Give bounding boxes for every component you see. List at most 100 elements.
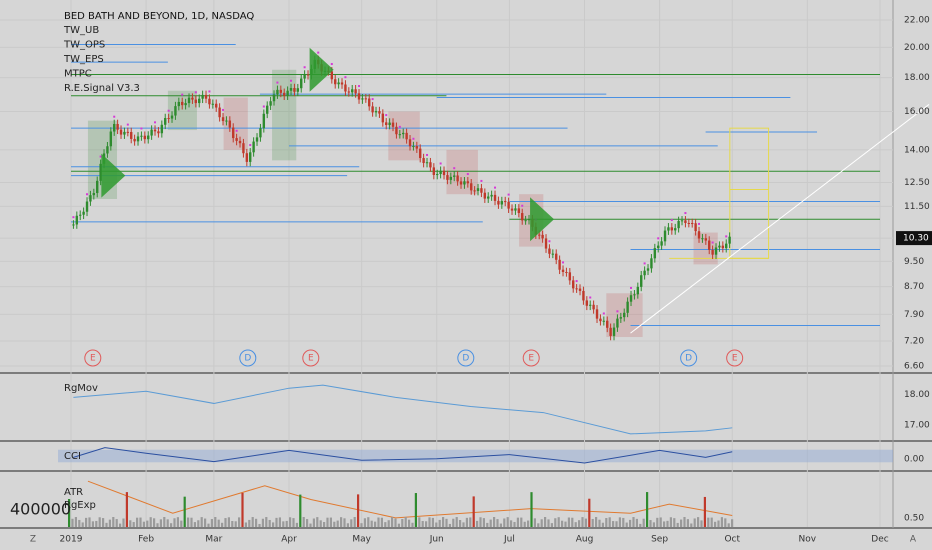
- candle-body: [153, 129, 157, 132]
- signal-triangle: [309, 47, 334, 92]
- candle-body: [578, 288, 582, 291]
- candle-body: [636, 286, 640, 295]
- candle-body: [371, 106, 374, 113]
- volume-bar: [731, 519, 734, 527]
- volume-bar: [180, 520, 183, 527]
- volume-bar: [418, 517, 421, 527]
- volume-bar: [394, 518, 397, 527]
- volume-bar: [289, 517, 292, 527]
- candle-body: [242, 143, 245, 154]
- volume-bar: [499, 523, 502, 527]
- cci-tick-label: 0.00: [904, 455, 924, 465]
- event-marker[interactable]: [680, 349, 698, 367]
- signal-dot: [72, 216, 75, 219]
- candle-body: [391, 122, 395, 127]
- candle-body: [334, 79, 337, 85]
- candle-body: [599, 318, 602, 322]
- event-marker[interactable]: [84, 349, 102, 367]
- volume-bar: [625, 522, 628, 527]
- candle-body: [408, 139, 412, 147]
- signal-dot: [344, 76, 347, 79]
- candle-body: [653, 248, 657, 259]
- candle-body: [109, 131, 113, 147]
- candle-body: [548, 248, 551, 254]
- candle-body: [667, 227, 670, 231]
- event-marker[interactable]: [457, 349, 475, 367]
- candle-body: [143, 135, 147, 140]
- candle-body: [160, 124, 164, 134]
- volume-bar: [323, 522, 326, 527]
- candle-body: [340, 82, 344, 85]
- volume-bar: [605, 518, 608, 527]
- signal-dot: [235, 129, 238, 132]
- signal-dot: [630, 286, 633, 289]
- candle-body: [235, 138, 238, 141]
- signal-dot: [276, 81, 279, 84]
- volume-bar: [595, 517, 598, 527]
- volume-bar: [346, 523, 349, 527]
- volume-bar: [632, 517, 635, 527]
- volume-bar: [537, 523, 540, 527]
- candle-body: [565, 271, 568, 273]
- signal-dot: [684, 212, 687, 215]
- atr-tick-label: 0.50: [904, 514, 924, 524]
- volume-bar: [431, 517, 434, 527]
- volume-bar: [156, 523, 159, 527]
- event-marker[interactable]: [726, 349, 744, 367]
- event-marker[interactable]: [302, 349, 320, 367]
- volume-bar: [231, 520, 234, 527]
- price-tick-label: 14.00: [904, 145, 930, 155]
- signal-dot: [208, 90, 211, 93]
- candle-body: [106, 146, 109, 154]
- atr-line: [87, 480, 733, 519]
- candle-body: [286, 90, 289, 96]
- volume-bar: [221, 522, 224, 527]
- candle-body: [419, 148, 422, 159]
- volume-bar: [329, 517, 332, 527]
- volume-bar: [425, 521, 428, 527]
- volume-bar: [547, 519, 550, 527]
- candle-body: [568, 272, 572, 281]
- candle-body: [296, 88, 300, 92]
- volume-bar: [224, 518, 227, 527]
- candle-body: [75, 215, 79, 225]
- volume-bar: [401, 519, 404, 527]
- volume-bar: [567, 517, 570, 527]
- volume-bar: [78, 519, 81, 527]
- volume-bar: [720, 517, 723, 527]
- volume-bar: [581, 517, 584, 527]
- candle-body: [633, 294, 636, 296]
- candle-body: [232, 127, 235, 139]
- signal-dot: [589, 296, 592, 299]
- candle-body: [364, 98, 368, 100]
- volume-bar: [469, 517, 472, 527]
- signal-dot: [725, 235, 728, 238]
- volume-bar: [438, 519, 441, 527]
- candle-body: [551, 253, 555, 255]
- candle-body: [476, 188, 480, 192]
- event-label: E: [528, 354, 534, 364]
- candle-body: [344, 84, 347, 92]
- volume-bar: [319, 520, 322, 527]
- candle-body: [198, 98, 201, 104]
- candle-body: [351, 89, 354, 93]
- volume-bar: [146, 520, 149, 527]
- volume-bar: [408, 519, 411, 527]
- volume-bar: [268, 519, 271, 527]
- volume-bar: [727, 523, 730, 527]
- volume-bar: [697, 517, 700, 527]
- volume-bar: [336, 520, 339, 527]
- volume-bar: [578, 520, 581, 527]
- candle-body: [626, 301, 629, 313]
- volume-bar: [153, 518, 156, 527]
- volume-bar: [142, 521, 145, 527]
- event-marker[interactable]: [522, 349, 540, 367]
- event-marker[interactable]: [239, 349, 257, 367]
- indicator-label: TW_OPS: [63, 40, 105, 51]
- candle-body: [279, 89, 283, 93]
- candle-body: [456, 175, 459, 182]
- candle-body: [174, 106, 177, 116]
- volume-bar: [74, 517, 77, 527]
- candle-body: [177, 101, 181, 107]
